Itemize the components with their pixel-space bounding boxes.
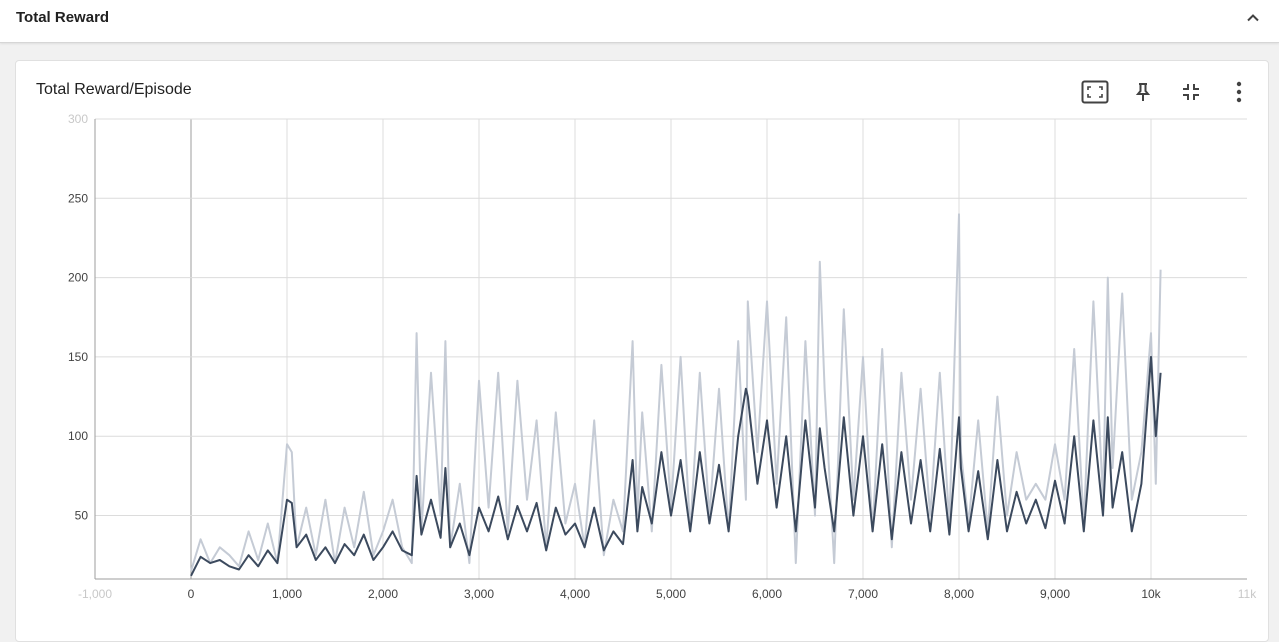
x-tick-label: 9,000 [1040,587,1070,601]
raw-series-layer [190,213,1162,572]
y-tick-label: 300 [68,112,88,126]
x-tick-label: 5,000 [656,587,686,601]
x-tick-label: 2,000 [368,587,398,601]
y-tick-label: 250 [68,191,88,205]
x-tick-label: 1,000 [272,587,302,601]
pin-button[interactable] [1128,77,1158,107]
chart-title: Total Reward/Episode [36,81,192,98]
chevron-up-icon [1247,14,1259,22]
y-tick-label: 200 [68,271,88,285]
smoothed-series-layer [190,355,1162,577]
x-tick-label: 8,000 [944,587,974,601]
exit-fullscreen-button[interactable] [1176,77,1206,107]
y-tick-label: 100 [68,429,88,443]
section-title: Total Reward [16,9,110,26]
more-options-button[interactable] [1224,77,1254,107]
more-vert-icon [1236,81,1242,103]
raw-series-line [190,213,1162,572]
x-tick-label: 11k [1238,587,1257,601]
tick-labels: -1,000 0 1,000 2,000 3,000 4,000 5,000 6,000 7,0… [68,112,1257,601]
x-tick-label: 3,000 [464,587,494,601]
section-header: Total Reward [0,0,1279,43]
y-tick-label: 150 [68,350,88,364]
axis-layer [94,119,1247,580]
pin-icon [1135,83,1151,101]
fit-to-domain-icon [1081,80,1109,104]
x-tick-label: 7,000 [848,587,878,601]
x-tick-label: 0 [188,587,195,601]
chart-card: Total Reward/Episode [15,60,1269,642]
x-tick-label: 4,000 [560,587,590,601]
x-tick-label: 10k [1141,587,1161,601]
fullscreen-exit-icon [1183,84,1199,100]
chart-svg: -1,000 0 1,000 2,000 3,000 4,000 5,000 6,000 7,0… [68,112,1257,601]
x-tick-label: -1,000 [78,587,112,601]
x-tick-label: 6,000 [752,587,782,601]
collapse-button[interactable] [1241,6,1265,30]
y-tick-label: 50 [75,509,89,523]
fit-to-domain-button[interactable] [1080,77,1110,107]
smoothed-series-line [190,355,1162,577]
grid-layer [95,118,1247,579]
